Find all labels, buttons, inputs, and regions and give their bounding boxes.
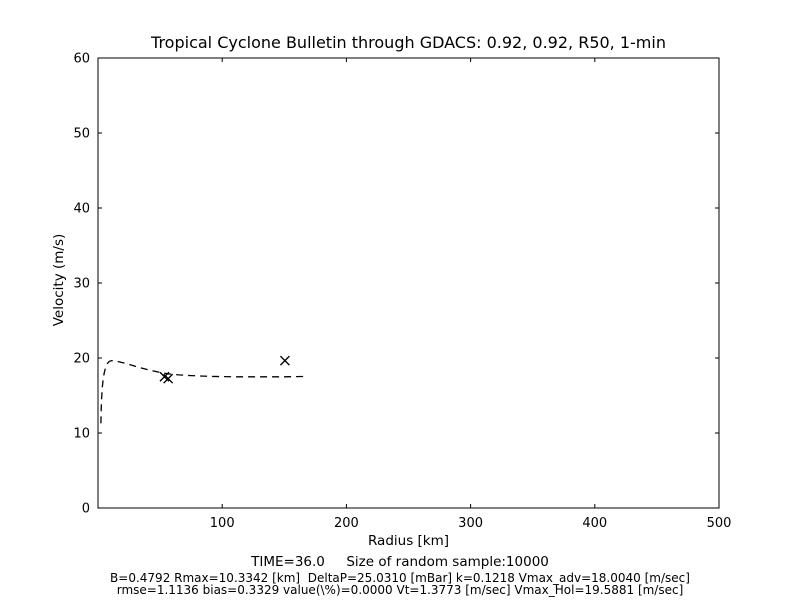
- velocity-profile-line: [100, 359, 307, 424]
- chart-title: Tropical Cyclone Bulletin through GDACS:…: [151, 33, 666, 52]
- x-tick-label: 500: [707, 516, 732, 531]
- y-tick-label: 10: [73, 427, 90, 442]
- parameters-text-line-1: B=0.4792 Rmax=10.3342 [km] DeltaP=25.031…: [110, 571, 690, 585]
- y-tick-label: 40: [73, 202, 90, 217]
- y-tick-label: 30: [73, 277, 90, 292]
- axes-frame: [97, 57, 720, 509]
- observation-x-marker: [163, 373, 174, 384]
- x-tick-label: 200: [334, 516, 359, 531]
- x-axis-label: Radius [km]: [367, 533, 450, 549]
- observation-x-marker: [279, 355, 290, 366]
- y-tick-label: 0: [82, 502, 90, 517]
- time-and-sample-text: TIME=36.0 Size of random sample:10000: [251, 554, 549, 570]
- y-tick-label: 50: [73, 127, 90, 142]
- x-tick-label: 300: [458, 516, 483, 531]
- y-tick-label: 60: [73, 52, 90, 67]
- y-tick-label: 20: [73, 352, 90, 367]
- parameters-text-line-2: rmse=1.1136 bias=0.3329 value(\%)=0.0000…: [116, 583, 684, 597]
- x-tick-label: 400: [582, 516, 607, 531]
- x-tick-label: 100: [210, 516, 235, 531]
